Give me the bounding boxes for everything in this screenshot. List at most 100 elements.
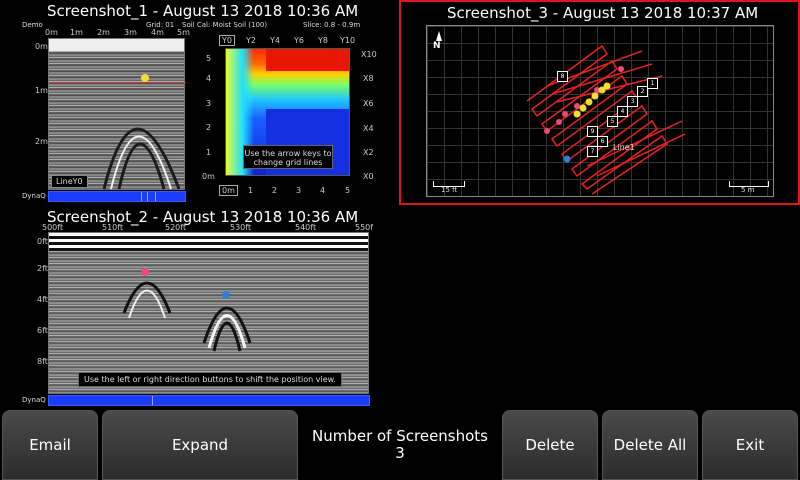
- x-tick: 0m: [45, 28, 58, 37]
- slice-label: Slice: 0.8 - 0.9m: [303, 21, 361, 29]
- dynaq-marker: [147, 192, 148, 201]
- depth-cursor-line: [49, 82, 186, 83]
- x-tick: 2: [206, 123, 212, 132]
- exit-button[interactable]: Exit: [702, 410, 798, 480]
- x-tick: X0: [363, 172, 374, 181]
- scale-bar-m: [729, 181, 769, 187]
- grid-tick: 5: [345, 186, 351, 195]
- flag-icon: 3: [627, 96, 638, 107]
- screenshot-3-thumbnail[interactable]: Screenshot_3 - August 13 2018 10:37 AM N…: [399, 0, 800, 205]
- target-marker-blue[interactable]: [222, 291, 230, 299]
- survey-line-label: Line1: [613, 143, 635, 152]
- depth-slice-map[interactable]: Use the arrow keys to change grid lines: [225, 48, 350, 176]
- screenshot-count-label: Number of Screenshots: [311, 427, 488, 445]
- flag-icon: 1: [647, 78, 658, 89]
- north-arrow-icon: N: [433, 31, 442, 51]
- screenshot-count: Number of Screenshots 3: [300, 428, 500, 462]
- depth-tick: 2ft: [37, 264, 48, 273]
- grid-tick: 1: [248, 186, 254, 195]
- x-tick: 510ft: [102, 223, 124, 232]
- dynaq-label: DynaQ: [22, 396, 46, 404]
- depth-tick: 6ft: [37, 326, 48, 335]
- grid-tick: 2: [272, 186, 278, 195]
- flag-icon: 5: [607, 116, 618, 127]
- radargram-1[interactable]: LineY0: [48, 38, 186, 190]
- grid-tick: 0m: [219, 185, 238, 196]
- flag-icon: 9: [587, 126, 598, 137]
- y-tick: Y2: [246, 36, 256, 45]
- x-tick: 2m: [97, 28, 110, 37]
- flag-icon: 4: [617, 106, 628, 117]
- screenshot-1-title: Screenshot_1 - August 13 2018 10:36 AM: [47, 2, 359, 20]
- grid-tick: 3: [296, 186, 302, 195]
- y-tick: Y0: [219, 35, 235, 46]
- x-tick: 0m: [202, 172, 215, 181]
- flag-icon: 7: [587, 146, 598, 157]
- shift-position-hint: Use the left or right direction buttons …: [78, 372, 342, 387]
- x-tick: 4m: [151, 28, 164, 37]
- hyperbola-overlay: [122, 281, 252, 352]
- target-marker-yellow[interactable]: [141, 74, 149, 82]
- screenshot-2-title: Screenshot_2 - August 13 2018 10:36 AM: [47, 208, 359, 226]
- expand-button[interactable]: Expand: [102, 410, 298, 480]
- north-label: N: [433, 41, 441, 51]
- x-tick: 1: [206, 148, 212, 157]
- x-tick: 520ft: [165, 223, 187, 232]
- dynaq-bar[interactable]: [48, 395, 370, 406]
- x-tick: 550f: [355, 223, 374, 232]
- flag-icon: 6: [597, 136, 608, 147]
- mode-label: Demo: [22, 21, 43, 29]
- dynaq-marker: [155, 192, 156, 201]
- survey-map[interactable]: N 8 9 1 2 3 4 5 6 7 Line1 15 ft: [426, 25, 774, 197]
- flag-icon: 2: [637, 86, 648, 97]
- dynaq-marker: [141, 192, 142, 201]
- hyperbola-overlay: [102, 127, 181, 190]
- y-tick: Y10: [340, 36, 356, 45]
- dynaq-marker: [152, 396, 153, 405]
- depth-tick: 0m: [35, 42, 48, 51]
- y-tick: Y4: [270, 36, 280, 45]
- screenshot-3-title: Screenshot_3 - August 13 2018 10:37 AM: [447, 4, 759, 22]
- surface-band: [49, 233, 368, 251]
- map-hot-zone: [266, 49, 349, 71]
- y-tick: Y6: [294, 36, 304, 45]
- radargram-2[interactable]: Use the left or right direction buttons …: [48, 232, 369, 394]
- grid-label: Grid: 01: [146, 21, 175, 29]
- survey-path-overlay: [526, 44, 686, 195]
- dynaq-bar[interactable]: [48, 191, 186, 202]
- dynaq-label: DynaQ: [22, 192, 46, 200]
- x-tick: 5: [206, 54, 212, 63]
- x-tick: X10: [361, 50, 377, 59]
- scale-bar-ft: [433, 181, 465, 187]
- grid-tick: 4: [320, 186, 326, 195]
- x-tick: 3m: [124, 28, 137, 37]
- scale-ft-label: 15 ft: [441, 186, 458, 194]
- depth-tick: 1m: [35, 86, 48, 95]
- x-tick: X6: [363, 99, 374, 108]
- x-tick: 1m: [70, 28, 83, 37]
- slice-map-hint: Use the arrow keys to change grid lines: [243, 145, 333, 169]
- target-marker-pink[interactable]: [141, 268, 149, 276]
- x-tick: 530ft: [230, 223, 252, 232]
- email-button[interactable]: Email: [2, 410, 98, 480]
- depth-tick: 0ft: [37, 237, 48, 246]
- delete-button[interactable]: Delete: [502, 410, 598, 480]
- x-tick: X2: [363, 148, 374, 157]
- depth-tick: 4ft: [37, 295, 48, 304]
- flag-icon: 8: [557, 71, 568, 82]
- x-tick: 500ft: [42, 223, 64, 232]
- x-tick: 4: [206, 74, 212, 83]
- depth-tick: 8ft: [37, 357, 48, 366]
- soil-cal-label: Soil Cal: Moist Soil (100): [182, 21, 268, 29]
- scale-m-label: 5 m: [741, 186, 755, 194]
- x-tick: 5m: [177, 28, 190, 37]
- delete-all-button[interactable]: Delete All: [602, 410, 698, 480]
- x-tick: X4: [363, 124, 374, 133]
- y-tick: Y8: [318, 36, 328, 45]
- x-tick: 540ft: [295, 223, 317, 232]
- surface-band: [49, 39, 184, 51]
- screenshot-count-value: 3: [395, 444, 405, 462]
- x-tick: X8: [363, 74, 374, 83]
- depth-tick: 2m: [35, 137, 48, 146]
- line-label: LineY0: [51, 175, 88, 188]
